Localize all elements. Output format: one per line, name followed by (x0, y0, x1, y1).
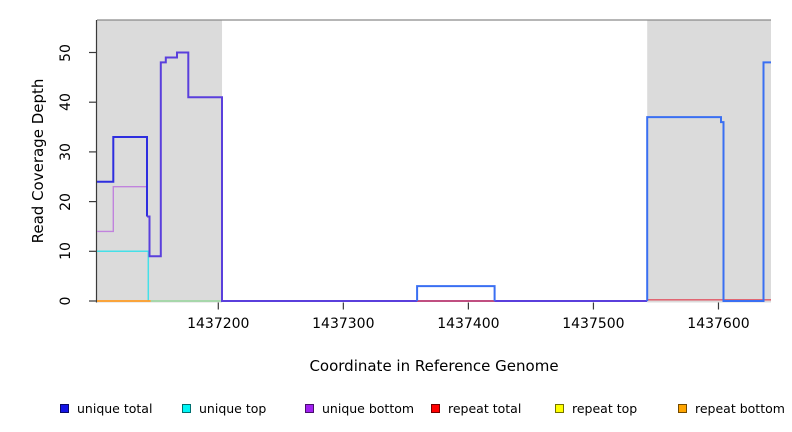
x-tick-label: 1437300 (312, 316, 375, 332)
legend-swatch-icon (60, 403, 69, 413)
legend-item-repeat-total: repeat total (431, 398, 521, 418)
x-tick-label: 1437400 (437, 316, 500, 332)
y-tick-label: 20 (58, 192, 74, 211)
x-axis-title: Coordinate in Reference Genome (309, 357, 559, 375)
y-tick-label: 10 (58, 242, 74, 261)
legend-label: unique bottom (322, 400, 415, 416)
unique-top-line (97, 250, 150, 301)
legend-item-repeat-top: repeat top (555, 398, 637, 418)
repeat-region-left (97, 20, 223, 303)
legend-item-repeat-bottom: repeat bottom (678, 398, 785, 418)
legend-label: unique top (199, 400, 267, 416)
y-tick-label: 0 (58, 296, 74, 306)
y-tick-label: 40 (58, 93, 74, 112)
legend-item-unique-top: unique top (182, 398, 266, 418)
legend-label: unique total (77, 400, 153, 416)
legend: unique total unique top unique bottom repea… (0, 398, 792, 420)
unique-total-left (97, 136, 148, 217)
legend-swatch-icon (431, 403, 440, 413)
y-tick-label: 50 (58, 43, 74, 62)
legend-label: repeat bottom (695, 400, 785, 416)
legend-swatch-icon (182, 403, 191, 413)
x-tick-label: 1437600 (687, 316, 750, 332)
total-bottom-overlap-peak (147, 51, 648, 302)
repeat-region-right (647, 20, 771, 303)
x-tick-label: 1437200 (187, 316, 250, 332)
y-tick-label: 30 (58, 142, 74, 161)
legend-item-unique-bottom: unique bottom (305, 398, 414, 418)
legend-swatch-icon (555, 403, 564, 413)
legend-swatch-icon (305, 403, 314, 413)
legend-swatch-icon (678, 403, 687, 413)
unique-total-right (646, 61, 771, 302)
x-tick-label: 1437500 (562, 316, 625, 332)
y-axis-title: Read Coverage Depth (29, 78, 47, 244)
legend-label: repeat total (448, 400, 522, 416)
legend-item-unique-total: unique total (60, 398, 152, 418)
unique-total-mid-bump (416, 285, 496, 301)
legend-label: repeat top (572, 400, 638, 416)
